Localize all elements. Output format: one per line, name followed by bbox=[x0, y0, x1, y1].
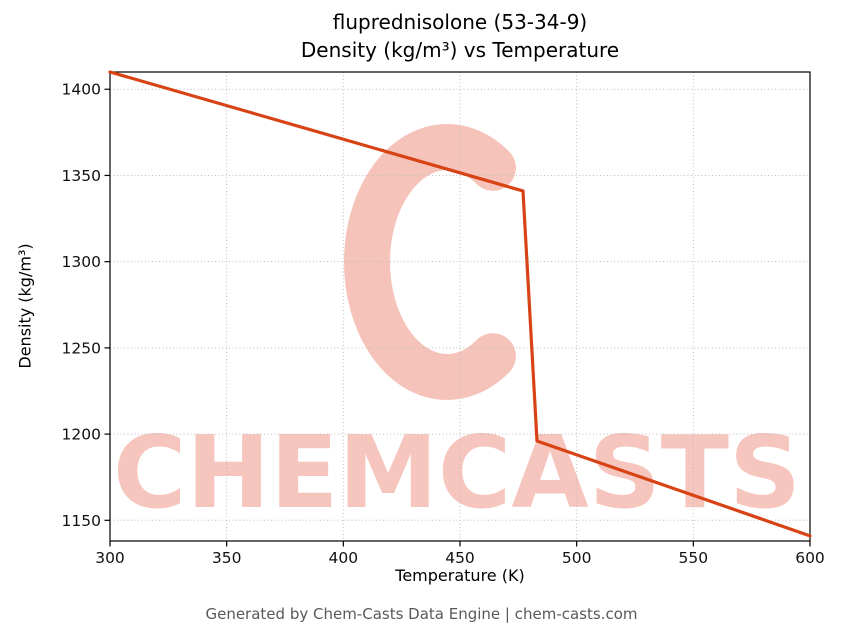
chart-title: fluprednisolone (53-34-9) bbox=[332, 10, 588, 34]
watermark: CHEMCASTS bbox=[113, 124, 801, 531]
x-tick-label: 450 bbox=[445, 549, 475, 567]
y-tick-label: 1400 bbox=[62, 81, 101, 99]
x-tick-label: 400 bbox=[329, 549, 359, 567]
y-axis-label: Density (kg/m³) bbox=[15, 243, 35, 369]
chart-title-block: fluprednisolone (53-34-9) Density (kg/m³… bbox=[110, 8, 810, 64]
y-tick-label: 1150 bbox=[62, 512, 101, 530]
x-tick-label: 500 bbox=[562, 549, 592, 567]
watermark-text: CHEMCASTS bbox=[113, 414, 801, 531]
watermark-c-logo-icon bbox=[344, 124, 516, 400]
tick-marks bbox=[104, 88, 811, 547]
y-tick-label: 1350 bbox=[62, 167, 101, 185]
x-tick-label: 550 bbox=[679, 549, 709, 567]
y-tick-label: 1300 bbox=[62, 253, 101, 271]
x-tick-label: 350 bbox=[212, 549, 242, 567]
y-tick-label: 1250 bbox=[62, 339, 101, 357]
tick-labels: 300 350 400 450 500 550 600 1150 1200 1250 1300 135… bbox=[62, 81, 825, 567]
x-tick-label: 300 bbox=[95, 549, 125, 567]
density-line-series bbox=[108, 70, 812, 538]
footer-credit: Generated by Chem-Casts Data Engine | ch… bbox=[205, 605, 638, 623]
x-tick-label: 600 bbox=[795, 549, 825, 567]
chart-subtitle: Density (kg/m³) vs Temperature bbox=[300, 38, 620, 62]
x-axis-label: Temperature (K) bbox=[395, 566, 525, 585]
y-tick-label: 1200 bbox=[62, 426, 101, 444]
